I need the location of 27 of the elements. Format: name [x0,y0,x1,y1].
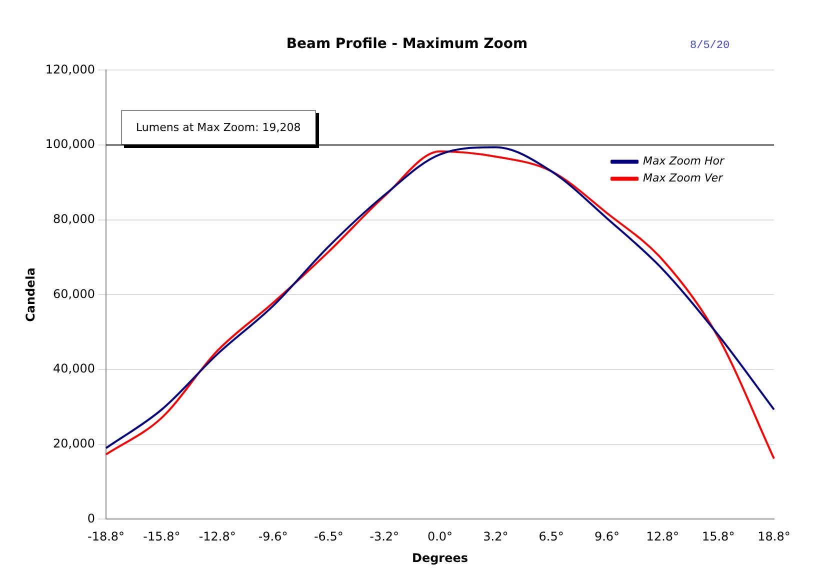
annotation: Lumens at Max Zoom: 19,208 [121,110,316,145]
y-tick-label: 60,000 [53,286,96,301]
x-tick-label: 18.8° [758,530,790,544]
x-tick-label: 9.6° [594,530,620,544]
y-tick-label: 100,000 [45,137,96,152]
x-tick-label: 3.2° [483,530,508,544]
x-tick-label: -3.2° [370,530,400,544]
x-tick-label: -9.6° [258,530,288,544]
text: 8/5/20 [690,40,730,52]
x-tick-label: 6.5° [538,530,564,544]
x-axis-title: Degrees [412,550,468,565]
legend-label: Max Zoom Ver [643,172,724,185]
y-axis-title: Candela [23,268,38,322]
y-tick-label: 80,000 [53,212,96,226]
x-tick-label: -15.8° [143,530,180,544]
x-tick-label: -18.8° [87,530,125,544]
legend-label: Max Zoom Hor [643,154,726,168]
x-tick-label: -12.8° [198,530,236,544]
y-tick-label: 40,000 [53,362,96,376]
y-tick-label: 0 [87,511,96,526]
x-tick-label: 0.0° [427,530,453,544]
y-tick-label: 120,000 [45,62,96,76]
x-tick-label: -6.5° [314,530,344,544]
x-tick-label: 12.8° [646,530,680,544]
y-tick-label: 20,000 [53,436,96,450]
x-tick-label: 15.8° [702,530,735,544]
chart-title: Beam Profile - Maximum Zoom [286,36,528,52]
